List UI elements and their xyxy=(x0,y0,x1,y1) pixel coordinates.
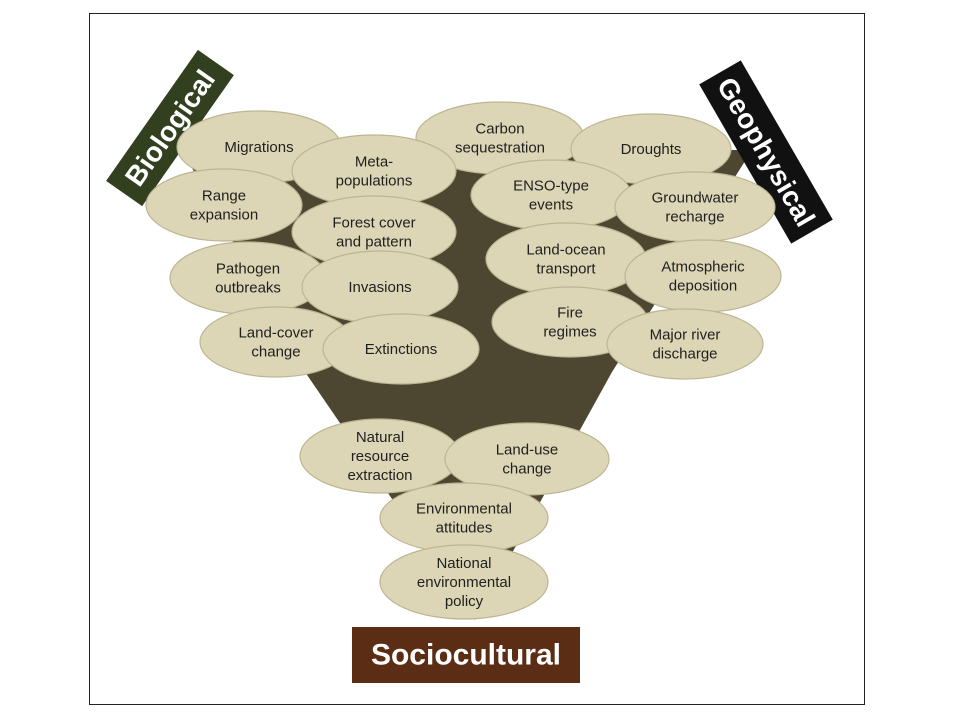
node-label: ENSO-type events xyxy=(513,178,589,214)
node-label: Pathogen outbreaks xyxy=(215,261,281,297)
node-forest-cover: Forest cover and pattern xyxy=(291,195,457,269)
node-range-expansion: Range expansion xyxy=(145,168,303,242)
node-enso-type-events: ENSO-type events xyxy=(470,159,632,231)
node-label-line: attitudes xyxy=(436,520,493,537)
nodes-layer: Migrations Carbon sequestration Droughts … xyxy=(145,101,782,620)
node-label-line: regimes xyxy=(543,324,596,341)
node-land-ocean-transport: Land-ocean transport xyxy=(485,222,647,296)
node-label-line: Land-use xyxy=(496,442,559,459)
node-meta-populations: Meta-populations xyxy=(291,134,457,208)
node-label-line: change xyxy=(502,461,551,478)
node-label: Groundwater recharge xyxy=(652,190,739,226)
node-environmental-attitudes: Environmental attitudes xyxy=(379,482,549,554)
node-label-line: policy xyxy=(445,593,484,610)
node-label-line: Groundwater xyxy=(652,190,739,207)
node-atmospheric-deposition: Atmospheric deposition xyxy=(624,239,782,313)
node-label-line: deposition xyxy=(669,278,737,295)
node-land-cover-change: Land-cover change xyxy=(199,306,353,378)
node-label: Migrations xyxy=(224,139,293,156)
node-label-line: Droughts xyxy=(621,141,682,158)
node-label-line: Carbon xyxy=(475,121,524,138)
node-label-line: environmental xyxy=(417,574,511,591)
node-groundwater-recharge: Groundwater recharge xyxy=(614,171,776,243)
node-label: Fire regimes xyxy=(543,305,596,341)
node-label-line: Land-cover xyxy=(238,325,313,342)
node-natural-resource-extraction: Natural resource extraction xyxy=(299,418,461,494)
node-label-line: change xyxy=(251,344,300,361)
node-label: Land-cover change xyxy=(238,325,313,361)
node-label-line: National xyxy=(436,555,491,572)
node-label: Major river discharge xyxy=(650,327,721,363)
node-label-line: Major river xyxy=(650,327,721,344)
node-label-line: Natural xyxy=(356,429,404,446)
node-label-line: populations xyxy=(336,173,413,190)
node-label-line: ENSO-type xyxy=(513,178,589,195)
node-label-line: discharge xyxy=(652,346,717,363)
node-label-line: Pathogen xyxy=(216,261,280,278)
node-label-line: sequestration xyxy=(455,140,545,157)
node-label: Droughts xyxy=(621,141,682,158)
node-label-line: transport xyxy=(536,261,596,278)
node-label: Natural resource extraction xyxy=(347,429,412,484)
node-carbon-sequestration: Carbon sequestration xyxy=(415,101,585,175)
node-invasions: Invasions xyxy=(301,250,459,324)
node-label-line: Extinctions xyxy=(365,341,438,358)
node-label: Carbon sequestration xyxy=(455,121,545,157)
diagram-frame xyxy=(89,13,865,705)
node-label-line: Range xyxy=(202,188,246,205)
svg-text:Sociocultural: Sociocultural xyxy=(371,639,561,672)
node-label: Forest cover and pattern xyxy=(332,215,415,251)
node-label-line: resource xyxy=(351,448,409,465)
node-label-line: Fire xyxy=(557,305,583,322)
node-label-line: Atmospheric xyxy=(661,259,745,276)
node-label-line: recharge xyxy=(665,209,724,226)
node-label-line: Migrations xyxy=(224,139,293,156)
node-label-line: expansion xyxy=(190,207,258,224)
node-label-line: extraction xyxy=(347,467,412,484)
node-label-line: outbreaks xyxy=(215,280,281,297)
node-extinctions: Extinctions xyxy=(322,313,480,385)
node-droughts: Droughts xyxy=(570,113,732,185)
node-label-line: Land-ocean xyxy=(526,242,605,259)
node-label: National environmental policy xyxy=(417,555,511,610)
node-label: Land-ocean transport xyxy=(526,242,605,278)
node-label: Meta-populations xyxy=(336,154,413,190)
node-label: Range expansion xyxy=(190,188,258,224)
node-label-line: and pattern xyxy=(336,234,412,251)
sociocultural-label: Sociocultural xyxy=(352,627,580,683)
node-label: Extinctions xyxy=(365,341,438,358)
node-label-line: events xyxy=(529,197,573,214)
node-pathogen-outbreaks: Pathogen outbreaks xyxy=(169,241,327,315)
node-national-environmental-policy: National environmental policy xyxy=(379,544,549,620)
node-label-line: Meta- xyxy=(355,154,393,171)
node-label-line: Environmental xyxy=(416,501,512,518)
node-label: Atmospheric deposition xyxy=(661,259,745,295)
node-label: Land-use change xyxy=(496,442,559,478)
node-label-line: Forest cover xyxy=(332,215,415,232)
node-label-line: Invasions xyxy=(348,279,411,296)
node-land-use-change: Land-use change xyxy=(444,422,610,496)
node-label: Invasions xyxy=(348,279,411,296)
node-major-river-discharge: Major river discharge xyxy=(606,308,764,380)
node-label: Environmental attitudes xyxy=(416,501,512,537)
